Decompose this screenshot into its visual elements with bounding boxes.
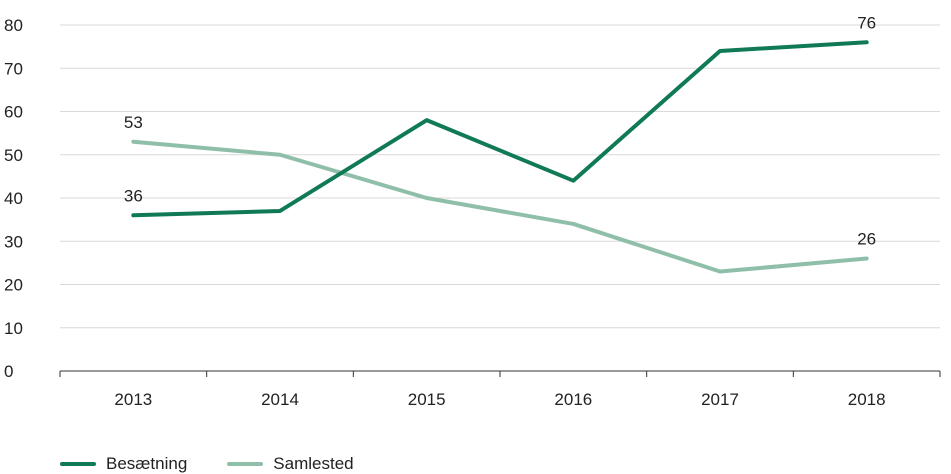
x-tick-label-2018: 2018 [848,390,886,409]
y-tick-label-70: 70 [4,59,23,78]
legend-label-besaetning: Besætning [106,454,188,473]
legend-item-samlested: Samlested [227,454,354,474]
y-tick-label-30: 30 [4,232,23,251]
x-tick-label-2014: 2014 [261,390,299,409]
legend-swatch-samlested [227,462,264,466]
y-tick-label-50: 50 [4,146,23,165]
data-label-s1-i5: 26 [857,230,876,249]
x-tick-label-2017: 2017 [701,390,739,409]
series-line-besaetning [131,40,869,218]
legend: Besætning Samlested [60,454,354,474]
x-tick-label-2015: 2015 [408,390,446,409]
legend-item-besaetning: Besætning [60,454,187,474]
x-tick-label-2013: 2013 [114,390,152,409]
y-tick-label-10: 10 [4,319,23,338]
data-label-s1-i0: 53 [124,113,143,132]
data-label-s0-i5: 76 [857,13,876,32]
y-tick-label-40: 40 [4,189,23,208]
legend-label-samlested: Samlested [273,454,354,473]
y-tick-label-0: 0 [4,362,13,381]
data-label-s0-i0: 36 [124,186,143,205]
y-tick-label-60: 60 [4,103,23,122]
series-line-samlested [131,139,869,274]
legend-swatch-besaetning [60,462,96,466]
y-tick-label-80: 80 [4,16,23,35]
x-tick-label-2016: 2016 [554,390,592,409]
y-tick-label-20: 20 [4,276,23,295]
